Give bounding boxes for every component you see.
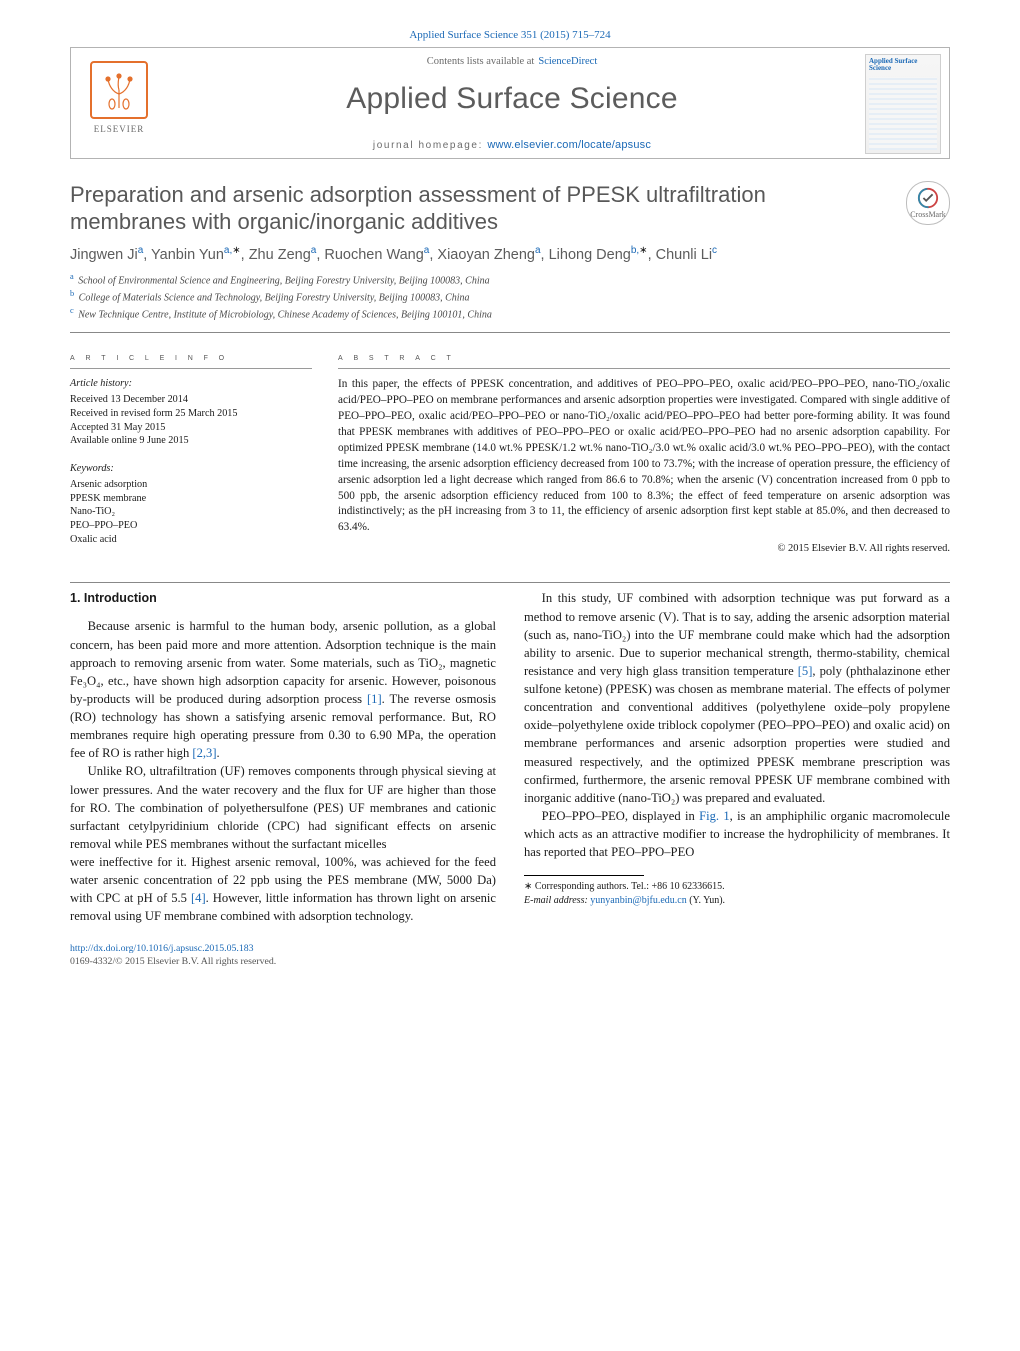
- corr-email-paren: (Y. Yun).: [689, 895, 725, 906]
- abstract-heading: a b s t r a c t: [338, 351, 950, 370]
- affiliations: a School of Environmental Science and En…: [70, 271, 950, 321]
- sciencedirect-link[interactable]: ScienceDirect: [538, 55, 597, 69]
- issn-copyright: 0169-4332/© 2015 Elsevier B.V. All right…: [70, 956, 276, 967]
- abstract-copyright: © 2015 Elsevier B.V. All rights reserved…: [338, 542, 950, 556]
- corr-author-note: ∗ Corresponding authors. Tel.: +86 10 62…: [524, 880, 934, 894]
- paper-title: Preparation and arsenic adsorption asses…: [70, 181, 850, 236]
- top-citation: Applied Surface Science 351 (2015) 715–7…: [70, 28, 950, 43]
- intro-paragraph: In this study, UF combined with adsorpti…: [524, 589, 950, 807]
- email-label: E-mail address:: [524, 895, 588, 906]
- elsevier-logo: ELSEVIER: [79, 54, 159, 142]
- corr-email-link[interactable]: yunyanbin@bjfu.edu.cn: [590, 895, 686, 906]
- crossmark-icon: [917, 187, 939, 209]
- article-history-title: Article history:: [70, 377, 312, 391]
- authors-line: Jingwen Jia, Yanbin Yuna,∗, Zhu Zenga, R…: [70, 244, 950, 265]
- rule-below-abstract: [70, 582, 950, 583]
- elsevier-tree-icon: [90, 61, 148, 119]
- cover-title: Applied Surface Science: [869, 58, 937, 73]
- keyword-line: Arsenic adsorption: [70, 478, 312, 492]
- footnote-separator: [524, 875, 644, 876]
- intro-paragraph: were ineffective for it. Highest arsenic…: [70, 853, 496, 926]
- journal-header: ELSEVIER Contents lists available at Sci…: [70, 47, 950, 159]
- doi-link[interactable]: http://dx.doi.org/10.1016/j.apsusc.2015.…: [70, 943, 254, 954]
- keyword-line: PEO–PPO–PEO: [70, 519, 312, 533]
- history-line: Accepted 31 May 2015: [70, 421, 312, 435]
- affiliation-line: b College of Materials Science and Techn…: [70, 288, 950, 305]
- intro-paragraph: Because arsenic is harmful to the human …: [70, 617, 496, 762]
- keyword-line: Oxalic acid: [70, 533, 312, 547]
- affiliation-line: c New Technique Centre, Institute of Mic…: [70, 305, 950, 322]
- journal-homepage-label: journal homepage:: [373, 140, 487, 151]
- crossmark-label: CrossMark: [910, 211, 946, 219]
- keyword-line: Nano-TiO₂: [70, 505, 312, 519]
- intro-heading: 1. Introduction: [70, 589, 496, 607]
- history-line: Received in revised form 25 March 2015: [70, 407, 312, 421]
- history-line: Available online 9 June 2015: [70, 434, 312, 448]
- intro-paragraph: PEO–PPO–PEO, displayed in Fig. 1, is an …: [524, 807, 950, 861]
- abstract-body: In this paper, the effects of PPESK conc…: [338, 377, 950, 536]
- keyword-line: PPESK membrane: [70, 492, 312, 506]
- cover-art-icon: [869, 77, 937, 150]
- journal-cover-thumb: Applied Surface Science: [865, 54, 941, 154]
- article-info-heading: a r t i c l e i n f o: [70, 351, 312, 370]
- crossmark-badge[interactable]: CrossMark: [906, 181, 950, 225]
- journal-name: Applied Surface Science: [346, 79, 677, 120]
- footer-meta: http://dx.doi.org/10.1016/j.apsusc.2015.…: [70, 942, 950, 968]
- affiliation-line: a School of Environmental Science and En…: [70, 271, 950, 288]
- body-columns: 1. Introduction Because arsenic is harmf…: [70, 589, 950, 925]
- history-line: Received 13 December 2014: [70, 393, 312, 407]
- intro-paragraph: Unlike RO, ultrafiltration (UF) removes …: [70, 762, 496, 853]
- keywords-title: Keywords:: [70, 462, 312, 476]
- elsevier-label: ELSEVIER: [94, 123, 145, 135]
- journal-homepage-link[interactable]: www.elsevier.com/locate/apsusc: [487, 139, 651, 151]
- contents-list-label: Contents lists available at: [427, 55, 535, 69]
- rule-above-info: [70, 332, 950, 333]
